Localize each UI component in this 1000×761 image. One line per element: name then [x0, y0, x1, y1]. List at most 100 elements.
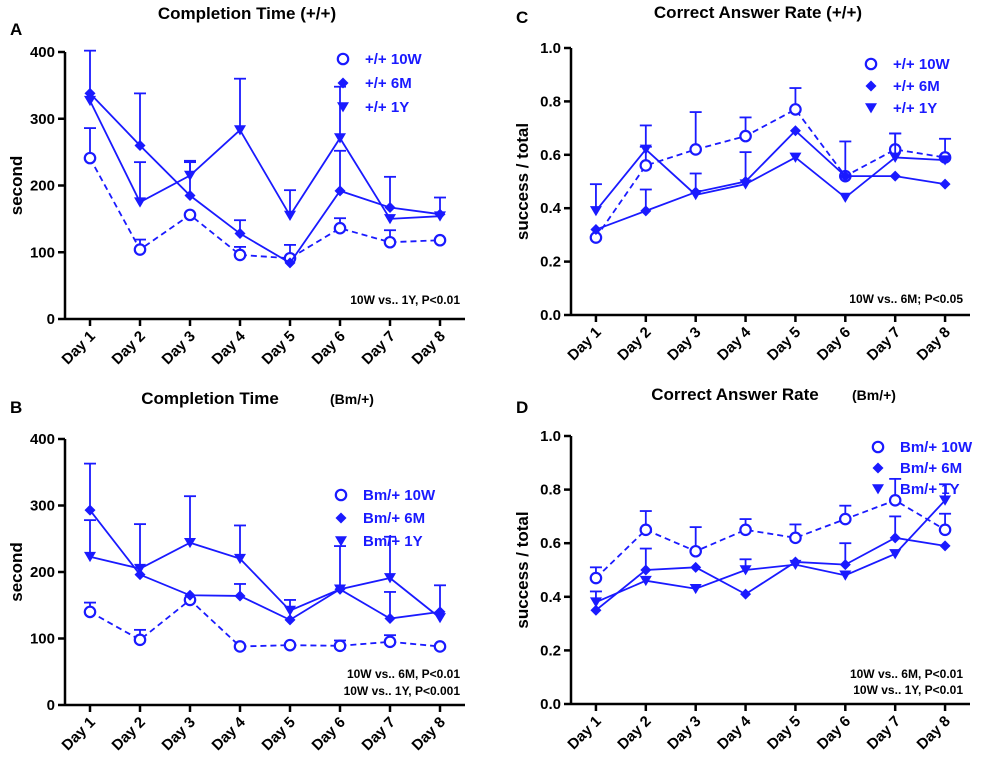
y-tick-label: 0: [47, 311, 55, 328]
series-6m: [590, 515, 951, 616]
x-tick-label: Day 6: [309, 714, 349, 754]
data-point: [639, 523, 653, 537]
x-tick-label: Day 7: [359, 714, 399, 754]
data-point: [333, 221, 347, 235]
data-point: [134, 569, 146, 581]
data-point: [740, 588, 752, 600]
legend-marker: [872, 462, 884, 474]
stat-annotation: 10W vs.. 1Y, P<0.01: [853, 683, 963, 697]
data-point: [84, 504, 96, 516]
stat-annotation: 10W vs.. 1Y, P<0.001: [344, 684, 461, 698]
y-tick-label: 400: [30, 44, 55, 61]
data-point: [233, 640, 247, 653]
data-point: [83, 151, 97, 165]
y-tick-label: 1.0: [540, 40, 561, 57]
x-tick-label: Day 3: [664, 324, 704, 364]
data-point: [334, 133, 346, 144]
series-line: [89, 509, 441, 621]
data-point: [739, 179, 752, 190]
legend-marker: [872, 484, 884, 495]
legend-label: +/+ 1Y: [365, 99, 409, 116]
legend-marker: [334, 488, 348, 502]
y-axis-label: second: [7, 156, 26, 216]
data-point: [639, 575, 652, 587]
data-point: [184, 170, 196, 181]
x-tick-label: Day 8: [409, 328, 449, 368]
series-6m: [84, 462, 446, 626]
data-point: [789, 125, 801, 137]
data-point: [134, 139, 146, 151]
y-tick-label: 0.8: [540, 93, 561, 110]
chart-title-suffix: (Bm/+): [330, 391, 374, 407]
data-point: [283, 638, 297, 652]
data-point: [839, 570, 852, 581]
data-point: [839, 170, 851, 182]
panel-label: D: [516, 398, 528, 417]
y-tick-label: 0.4: [540, 200, 562, 217]
data-point: [134, 563, 146, 575]
chart-title: Completion Time: [141, 389, 279, 408]
data-point: [384, 202, 396, 214]
x-tick-label: Day 1: [564, 324, 604, 364]
y-tick-label: 0.6: [540, 147, 561, 164]
legend: Bm/+ 10W Bm/+ 6M Bm/+ 1Y: [871, 439, 973, 498]
legend-marker: [337, 77, 349, 89]
data-point: [939, 540, 951, 552]
panel-b: B Completion Time (Bm/+) 0 100 200 300 400 Day 1…: [7, 389, 465, 754]
series-line: [595, 499, 946, 603]
x-tick-label: Day 2: [109, 328, 149, 368]
data-point: [889, 549, 902, 560]
data-point: [888, 494, 902, 507]
x-tick-label: Day 7: [864, 713, 904, 753]
data-point: [284, 210, 296, 221]
data-point: [184, 589, 196, 601]
panel-c: C Correct Answer Rate (+/+) 0.0 0.2 0.4 0.6 0.…: [513, 3, 970, 364]
chart-title: Correct Answer Rate: [651, 385, 819, 404]
data-point: [284, 614, 296, 626]
data-point: [689, 143, 702, 156]
series-line: [89, 100, 441, 220]
data-point: [184, 190, 196, 202]
legend-label: Bm/+ 10W: [363, 487, 436, 504]
x-tick-label: Day 1: [59, 714, 99, 754]
legend-label: +/+ 1Y: [893, 100, 937, 117]
data-point: [689, 583, 702, 595]
x-tick-label: Day 8: [914, 713, 954, 753]
x-tick-label: Day 6: [814, 324, 854, 364]
y-tick-label: 400: [30, 431, 55, 448]
legend-label: +/+ 10W: [365, 51, 423, 68]
data-point: [84, 95, 96, 107]
legend-marker: [865, 80, 877, 92]
legend-label: Bm/+ 10W: [900, 439, 973, 456]
x-tick-label: Day 1: [564, 713, 604, 753]
data-point: [590, 604, 602, 616]
x-tick-label: Day 5: [764, 324, 804, 364]
data-point: [84, 551, 96, 563]
legend-label: +/+ 6M: [365, 75, 412, 92]
y-tick-label: 200: [30, 564, 55, 581]
data-point: [889, 532, 901, 544]
data-point: [133, 243, 147, 256]
data-point: [690, 561, 702, 573]
panel-label: C: [516, 8, 528, 27]
data-point: [640, 564, 652, 576]
data-point: [434, 613, 446, 624]
x-tick-label: Day 8: [409, 714, 449, 754]
panel-label: A: [10, 20, 22, 39]
data-point: [789, 531, 802, 545]
data-point: [384, 613, 396, 625]
stat-annotation: 10W vs.. 6M, P<0.01: [850, 667, 963, 681]
data-point: [284, 257, 296, 269]
series-line: [595, 148, 946, 212]
x-tick-label: Day 6: [814, 713, 854, 753]
legend-label: Bm/+ 1Y: [363, 533, 423, 550]
data-point: [384, 573, 396, 584]
y-axis-label: success / total: [513, 511, 532, 628]
series-10w: [589, 477, 952, 585]
data-point: [839, 512, 852, 526]
panel-label: B: [10, 398, 22, 417]
data-point: [334, 185, 346, 197]
y-axis-label: success / total: [513, 123, 532, 240]
series-line: [89, 541, 441, 619]
data-point: [839, 559, 851, 571]
